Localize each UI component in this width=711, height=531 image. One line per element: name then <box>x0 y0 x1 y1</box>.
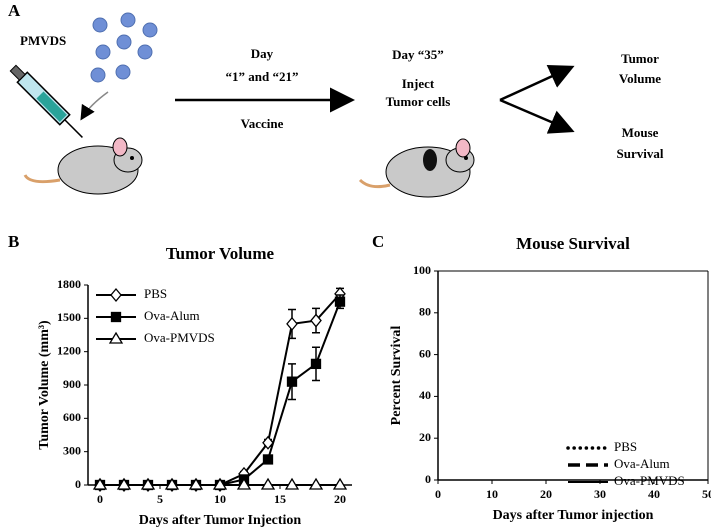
series-line <box>100 293 341 486</box>
y-tick-label: 300 <box>63 443 81 457</box>
vaccine-particles <box>90 12 158 83</box>
y-tick-label: 0 <box>425 472 431 486</box>
y-tick-label: 0 <box>75 477 81 491</box>
marker <box>332 477 348 490</box>
marker <box>110 311 122 323</box>
marker <box>262 435 274 450</box>
x-tick-label: 20 <box>540 487 552 501</box>
y-tick-label: 900 <box>63 377 81 391</box>
label: “1” and “21” <box>226 69 299 84</box>
y-tick-label: 60 <box>419 346 431 360</box>
series-line <box>100 301 341 486</box>
chart-title: Tumor Volume <box>166 244 275 263</box>
legend-label: PBS <box>144 286 167 301</box>
label: Day <box>251 46 274 61</box>
label: Day “35” <box>392 47 444 62</box>
marker <box>308 477 324 490</box>
y-axis-label: Tumor Volume (mm³) <box>37 320 52 450</box>
arrow <box>499 98 575 134</box>
arrow <box>499 64 575 102</box>
x-tick-label: 15 <box>274 492 286 506</box>
x-tick-label: 50 <box>702 487 711 501</box>
label: Tumor <box>621 51 659 66</box>
marker <box>188 477 204 490</box>
marker <box>116 477 132 490</box>
label: Tumor cells <box>386 94 451 109</box>
legend-label: Ova-Alum <box>144 308 200 323</box>
label: Mouse <box>622 125 659 140</box>
marker <box>262 454 274 465</box>
x-tick-label: 10 <box>486 487 498 501</box>
panel-label: A <box>8 1 21 20</box>
legend-label: PBS <box>614 439 637 454</box>
panel-label: C <box>372 232 384 251</box>
marker <box>334 296 346 307</box>
marker <box>286 316 298 331</box>
label: Vaccine <box>241 116 284 131</box>
y-tick-label: 600 <box>63 410 81 424</box>
marker <box>284 477 300 490</box>
x-tick-label: 40 <box>648 487 660 501</box>
mouse <box>23 137 143 195</box>
syringe <box>9 64 83 138</box>
x-tick-label: 0 <box>435 487 441 501</box>
x-axis-label: Days after Tumor Injection <box>139 513 302 528</box>
marker <box>310 313 322 328</box>
marker <box>236 477 252 490</box>
mouse-tumor <box>358 138 475 198</box>
marker <box>310 358 322 370</box>
y-tick-label: 1800 <box>57 277 81 291</box>
marker <box>212 477 228 490</box>
y-axis-label: Percent Survival <box>389 326 404 426</box>
x-tick-label: 20 <box>334 492 346 506</box>
label: PMVDS <box>20 33 66 48</box>
x-tick-label: 5 <box>157 492 163 506</box>
legend-label: Ova-PMVDS <box>144 330 215 345</box>
curved-arrow <box>80 91 109 121</box>
panel-label: B <box>8 232 19 251</box>
y-tick-label: 80 <box>419 305 431 319</box>
marker <box>164 477 180 490</box>
legend-label: Ova-Alum <box>614 456 670 471</box>
label: Survival <box>617 146 664 161</box>
marker <box>140 477 156 490</box>
chart-title: Mouse Survival <box>516 234 630 253</box>
marker <box>260 477 276 490</box>
x-tick-label: 10 <box>214 492 226 506</box>
y-tick-label: 1500 <box>57 310 81 324</box>
y-tick-label: 1200 <box>57 343 81 357</box>
label: Inject <box>402 76 435 91</box>
legend-label: Ova-PMVDS <box>614 473 685 488</box>
marker <box>92 477 108 490</box>
y-tick-label: 40 <box>419 388 431 402</box>
y-tick-label: 20 <box>419 430 431 444</box>
x-tick-label: 0 <box>97 492 103 506</box>
marker <box>108 331 124 344</box>
x-axis-label: Days after Tumor injection <box>493 508 654 523</box>
marker <box>286 376 298 387</box>
x-tick-label: 30 <box>594 487 606 501</box>
label: Volume <box>619 71 661 86</box>
marker <box>110 287 122 303</box>
y-tick-label: 100 <box>413 263 431 277</box>
